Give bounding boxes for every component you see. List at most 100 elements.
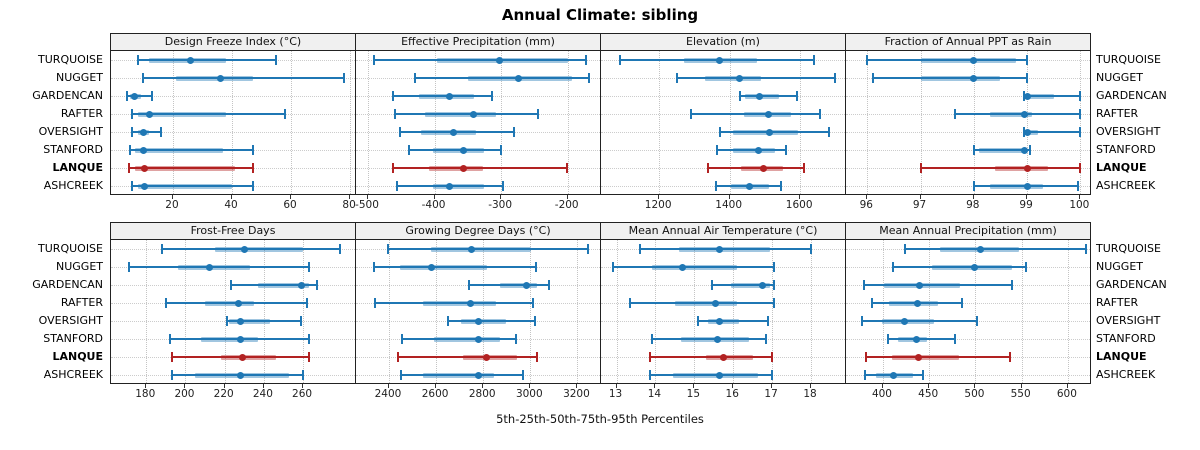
iqr-band xyxy=(421,129,477,135)
p5-cap xyxy=(164,298,167,308)
p95-cap xyxy=(566,163,569,173)
p95-cap xyxy=(785,145,788,155)
p95-cap xyxy=(548,280,551,290)
gridline-vertical xyxy=(232,51,234,194)
axis-tick-mark xyxy=(1026,195,1028,199)
p5-cap xyxy=(127,262,130,272)
iqr-band xyxy=(706,354,753,360)
median-dot xyxy=(1023,164,1031,172)
axis-tick-mark xyxy=(262,384,264,388)
panel-plot-area xyxy=(601,51,846,195)
p95-cap xyxy=(828,127,831,137)
axis-tick-label: 260 xyxy=(292,388,313,400)
panel-strip-header: Effective Precipitation (mm) xyxy=(356,33,601,51)
p5-cap xyxy=(372,55,375,65)
chart-title: Annual Climate: sibling xyxy=(501,6,699,24)
p5-cap xyxy=(373,262,376,272)
percentile-range-line xyxy=(739,95,798,97)
gridline-vertical xyxy=(501,51,503,194)
p95-cap xyxy=(818,109,821,119)
median-dot xyxy=(765,128,773,136)
percentile-range-line xyxy=(955,113,1081,115)
gridline-vertical xyxy=(291,51,293,194)
p95-cap xyxy=(307,334,310,344)
median-dot xyxy=(679,263,687,271)
site-label-right: ASHCREEK xyxy=(1096,368,1156,381)
iqr-band xyxy=(989,183,1044,189)
median-dot xyxy=(446,182,454,190)
p95-cap xyxy=(343,73,346,83)
median-dot xyxy=(428,263,436,271)
p5-cap xyxy=(689,109,692,119)
percentile-range-line xyxy=(414,77,589,79)
gridline-vertical xyxy=(350,51,352,194)
p5-cap xyxy=(904,244,907,254)
p5-cap xyxy=(972,181,975,191)
percentile-range-line xyxy=(398,356,538,358)
p95-cap xyxy=(251,163,254,173)
iqr-band xyxy=(704,75,762,81)
p95-cap xyxy=(251,145,254,155)
axis-tick-mark xyxy=(1020,384,1022,388)
median-dot xyxy=(759,164,767,172)
median-dot xyxy=(216,74,224,82)
iqr-band xyxy=(920,57,1017,63)
site-label-left: TURQUOISE xyxy=(38,242,103,255)
axis-tick-mark xyxy=(799,195,801,199)
p95-cap xyxy=(1026,73,1029,83)
p95-cap xyxy=(976,316,979,326)
gridline-horizontal xyxy=(846,303,1090,304)
p95-cap xyxy=(536,352,539,362)
axis-tick-mark xyxy=(302,384,304,388)
gridline-vertical xyxy=(882,240,884,383)
gridline-horizontal xyxy=(111,96,355,97)
axis-tick-label: 220 xyxy=(213,388,234,400)
axis-tick-label: 13 xyxy=(608,388,623,400)
axis-tick-label: 80 xyxy=(342,199,356,211)
percentile-range-line xyxy=(374,302,533,304)
p95-cap xyxy=(1026,55,1029,65)
axis-tick-mark xyxy=(974,384,976,388)
iqr-band xyxy=(175,75,253,81)
axis-tick-label: 98 xyxy=(966,199,980,211)
site-label-left: ASHCREEK xyxy=(43,368,103,381)
axis-tick-mark xyxy=(184,384,186,388)
median-dot xyxy=(145,110,153,118)
median-dot xyxy=(475,335,482,343)
panel-strip-header: Design Freeze Index (°C) xyxy=(110,33,356,51)
p5-cap xyxy=(398,127,401,137)
p5-cap xyxy=(650,334,653,344)
axis-tick-mark xyxy=(529,384,531,388)
site-label-left: STANFORD xyxy=(43,332,103,345)
percentile-range-line xyxy=(373,59,586,61)
median-dot xyxy=(475,371,482,379)
iqr-band xyxy=(733,147,775,153)
percentile-range-line xyxy=(887,338,956,340)
median-dot xyxy=(889,371,897,379)
median-dot xyxy=(449,128,457,136)
iqr-band xyxy=(428,165,484,171)
p95-cap xyxy=(921,370,924,380)
p95-cap xyxy=(275,55,278,65)
gridline-vertical xyxy=(973,51,975,194)
p5-cap xyxy=(738,91,741,101)
p95-cap xyxy=(834,73,837,83)
axis-tick-mark xyxy=(615,384,617,388)
p5-cap xyxy=(716,145,719,155)
median-dot xyxy=(720,353,727,361)
percentile-range-line xyxy=(864,284,1013,286)
median-dot xyxy=(716,317,724,325)
iqr-band xyxy=(651,264,738,270)
gridline-vertical xyxy=(694,240,696,383)
axis-tick-mark xyxy=(866,195,868,199)
p5-cap xyxy=(386,244,389,254)
p95-cap xyxy=(1076,181,1079,191)
axis-tick-mark xyxy=(654,384,656,388)
site-label-right: NUGGET xyxy=(1096,71,1143,84)
median-dot xyxy=(714,335,722,343)
iqr-band xyxy=(214,246,304,252)
percentile-range-line xyxy=(130,149,253,151)
iqr-band xyxy=(433,183,485,189)
site-label-right: ASHCREEK xyxy=(1096,179,1156,192)
axis-tick-label: 60 xyxy=(283,199,297,211)
